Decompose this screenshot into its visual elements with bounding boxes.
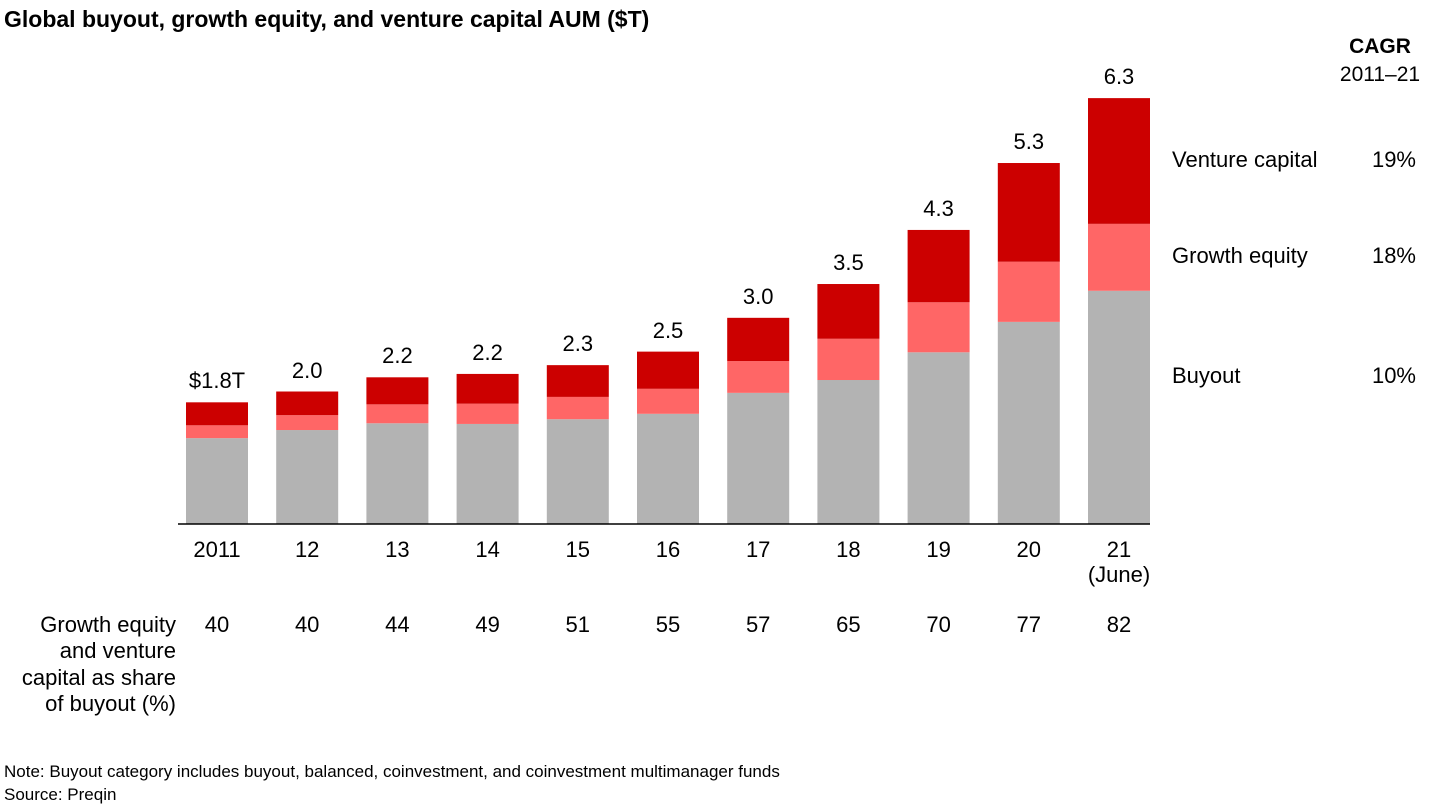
share-value: 57 (745, 612, 771, 637)
bar-segment (546, 396, 609, 420)
bar-segment (817, 338, 880, 381)
total-label: 5.3 (1013, 129, 1045, 155)
total-label: 2.3 (562, 331, 594, 357)
share-value: 49 (475, 612, 500, 637)
bar-segment (546, 365, 609, 397)
bar-segment (1088, 223, 1150, 291)
bar-segment (997, 163, 1060, 262)
bar-segment (366, 423, 429, 524)
x-tick-label: 15 (565, 537, 591, 562)
legend-label: Venture capital (1172, 146, 1318, 172)
share-value: 40 (204, 612, 230, 637)
bar-segment (817, 284, 880, 339)
share-value: 65 (836, 612, 861, 637)
bar-segment (456, 403, 519, 424)
bar-segment (366, 377, 429, 405)
bar-segment (817, 380, 880, 524)
source: Source: Preqin (4, 785, 117, 804)
total-label: 4.3 (923, 195, 954, 221)
bar-segment (727, 361, 790, 393)
x-tick-label: 14 (475, 537, 500, 562)
total-label: 3.0 (742, 283, 774, 309)
bar-segment (456, 373, 519, 404)
share-value: 44 (385, 612, 410, 637)
share-value: 77 (1016, 612, 1042, 637)
legend-label: Growth equity (1172, 243, 1308, 269)
note: Note: Buyout category includes buyout, b… (4, 762, 780, 781)
bar-segment (186, 425, 248, 439)
bar-segment (276, 430, 339, 524)
cagr-period: 2011–21 (1339, 63, 1421, 86)
bar-segment (546, 419, 609, 524)
bar-segment (637, 388, 699, 414)
legend-label: Buyout (1172, 363, 1241, 389)
cagr-value: 19% (1371, 146, 1416, 172)
x-tick-label: 20 (1016, 537, 1042, 562)
x-tick-label: 17 (745, 537, 771, 562)
share-value: 40 (294, 612, 320, 637)
bar-segment (186, 438, 248, 524)
cagr-value: 18% (1371, 243, 1416, 269)
bar-segment (907, 229, 970, 303)
cagr-title: CAGR (1349, 35, 1411, 58)
bar-segment (727, 392, 790, 524)
bar-segment (1088, 98, 1150, 224)
total-label: 6.3 (1103, 64, 1135, 90)
bar-segment (456, 423, 519, 524)
bar-segment (186, 402, 248, 426)
bar-segment (366, 404, 429, 424)
x-tick-label: 12 (294, 537, 320, 562)
x-tick-label: 18 (836, 537, 861, 562)
share-value: 70 (926, 612, 951, 637)
x-tick-label: 16 (655, 537, 681, 562)
chart-title: Global buyout, growth equity, and ventur… (4, 6, 650, 32)
bar-segment (637, 351, 699, 389)
total-label: 2.2 (472, 339, 503, 365)
share-row-label: Growth equity and venture capital as sha… (21, 612, 176, 717)
cagr-value: 10% (1371, 363, 1416, 389)
total-label: 2.0 (291, 357, 323, 383)
x-tick-label: 19 (926, 537, 951, 562)
bar-segment (276, 415, 339, 431)
total-label: 3.5 (833, 250, 864, 276)
x-tick-label: 13 (385, 537, 410, 562)
x-tick-label: 21 (June) (1087, 537, 1151, 588)
total-label: $1.8T (188, 368, 246, 394)
bar-segment (276, 391, 339, 416)
total-label: 2.5 (652, 317, 684, 343)
bar-segment (997, 321, 1060, 524)
bar-segment (727, 317, 790, 362)
bar-segment (907, 352, 970, 524)
x-tick-label: 2011 (193, 537, 241, 562)
bar-segment (907, 302, 970, 353)
bar-segment (1088, 290, 1150, 524)
bar-segment (637, 413, 699, 524)
share-value: 55 (655, 612, 681, 637)
share-value: 51 (565, 612, 591, 637)
total-label: 2.2 (382, 343, 413, 369)
bar-segment (997, 261, 1060, 322)
share-value: 82 (1106, 612, 1132, 637)
